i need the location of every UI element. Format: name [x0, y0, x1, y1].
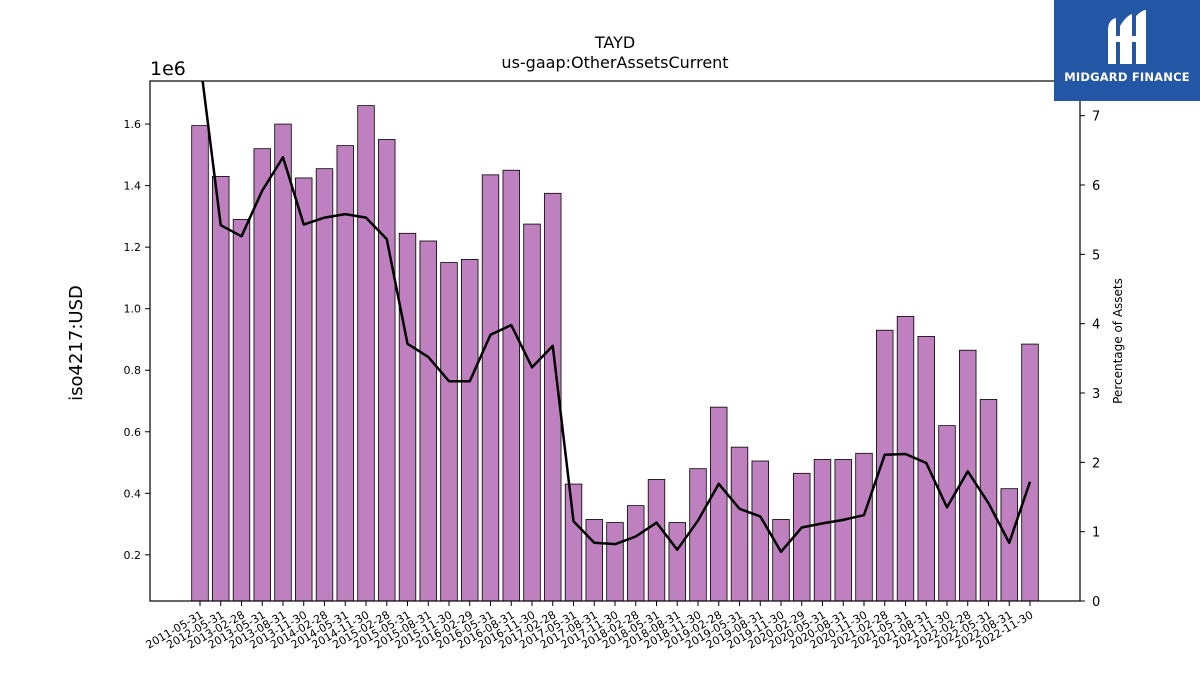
bar: [793, 472, 811, 602]
line-group: [201, 81, 1032, 554]
bar: [772, 519, 790, 602]
midgard-logo-icon: [1108, 10, 1146, 64]
bar: [606, 522, 624, 602]
bar: [419, 240, 437, 602]
y-tick-label: 1.2: [124, 241, 142, 254]
bar: [357, 105, 375, 602]
y-tick-label: 1.6: [124, 118, 142, 131]
bar: [523, 223, 541, 602]
bar: [710, 406, 728, 602]
y-tick-label: 0.6: [124, 426, 142, 439]
brand-logo: MIDGARD FINANCE: [1054, 0, 1200, 101]
y-tick-label: 1.4: [124, 180, 142, 193]
bar: [979, 399, 998, 602]
y-tick-label: 1.0: [124, 303, 142, 316]
bar: [191, 125, 209, 602]
y-axis-left: 0.2 0.4 0.6 0.8 1.0 1.2 1.4 1.6: [124, 118, 150, 562]
chart-subtitle: us-gaap:OtherAssetsCurrent: [501, 53, 728, 72]
bar: [461, 259, 479, 602]
brand-name: MIDGARD FINANCE: [1064, 70, 1190, 84]
bar: [689, 468, 707, 602]
y2-axis-label: Percentage of Assets: [1111, 278, 1125, 404]
bar-group: [191, 105, 1039, 602]
bar: [253, 148, 271, 602]
y2-tick-label: 5: [1092, 248, 1100, 263]
y2-tick-label: 4: [1092, 318, 1100, 333]
bar: [1000, 488, 1018, 602]
bar: [938, 425, 956, 602]
bar: [502, 169, 520, 602]
bar: [668, 522, 686, 602]
y-tick-label: 0.4: [124, 487, 142, 500]
y-tick-label: 0.8: [124, 364, 142, 377]
y2-tick-label: 2: [1092, 456, 1100, 471]
y-axis-right: 0 1 2 3 4 5 6 7: [1080, 110, 1100, 610]
bar: [834, 459, 852, 602]
bar: [751, 460, 769, 602]
bar: [585, 519, 603, 602]
bar: [627, 505, 645, 602]
bar: [855, 452, 873, 602]
y2-tick-label: 0: [1092, 595, 1100, 610]
bar: [212, 175, 230, 602]
y2-tick-label: 1: [1092, 526, 1100, 541]
y-tick-label: 0.2: [124, 549, 142, 562]
bar: [959, 349, 977, 602]
y-axis-label: iso4217:USD: [66, 285, 87, 401]
chart-title: TAYD: [594, 33, 635, 52]
bar: [378, 139, 396, 602]
bar: [564, 483, 583, 602]
bar: [440, 262, 458, 602]
bar: [315, 168, 334, 602]
y2-tick-label: 6: [1092, 179, 1100, 194]
bar: [1021, 343, 1039, 602]
y-axis-multiplier: 1e6: [150, 58, 186, 80]
bar: [232, 219, 251, 602]
y2-tick-label: 7: [1092, 110, 1100, 125]
series-line: [201, 81, 1032, 554]
bar: [917, 335, 935, 602]
bar: [813, 459, 832, 602]
bar: [730, 446, 749, 602]
bar: [274, 123, 292, 602]
bar: [896, 315, 915, 602]
x-axis: 2011-05-312012-05-312013-02-282013-05-31…: [144, 601, 1036, 652]
bar: [295, 177, 313, 602]
y2-tick-label: 3: [1092, 387, 1100, 402]
bar: [876, 329, 894, 602]
bar: [398, 232, 417, 602]
bar: [481, 174, 500, 602]
bar: [647, 479, 666, 602]
